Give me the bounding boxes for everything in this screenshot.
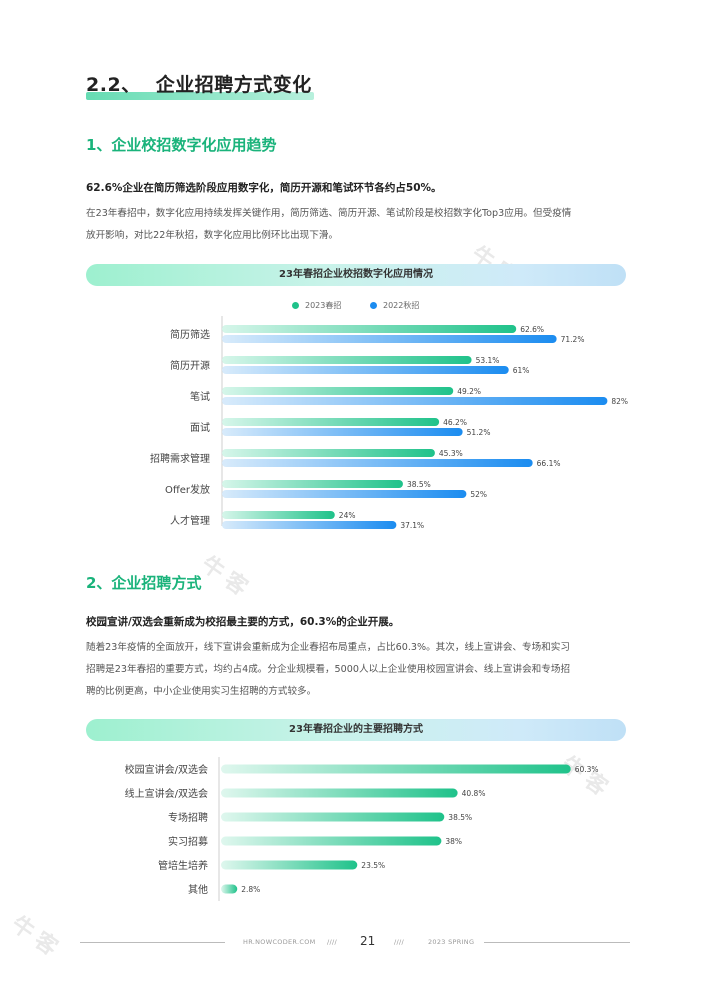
footer-season: 2023 SPRING [428,938,475,946]
section-title-text: 企业招聘方式变化 [155,74,312,96]
section-title: 2.2、 企业招聘方式变化 [86,70,312,97]
bar [222,335,557,343]
data-label: 2.8% [241,885,260,894]
footer-separator: //// [394,938,404,946]
page-number: 21 [360,934,376,948]
data-label: 51.2% [467,428,491,437]
bar [222,387,454,395]
bar [222,459,533,467]
data-label: 61% [513,366,530,375]
chart-legend-1: 2023春招 2022秋招 [0,300,710,312]
category-label: Offer发放 [165,483,210,496]
category-label: 管培生培养 [158,859,208,872]
section-title-underline [86,92,314,100]
bar [222,480,403,488]
bar [222,428,463,436]
data-label: 53.1% [476,356,500,365]
bar [222,449,435,457]
paragraph-line: 招聘是23年春招的重要方式，均约占4成。分企业规模看，5000人以上企业使用校园… [86,664,571,675]
chart-recruit-methods: 校园宣讲会/双选会 60.3% 线上宣讲会/双选会 40.8% 专场招聘 38.5% 实习招… [125,757,599,901]
bar [222,397,608,405]
bar [222,325,517,333]
data-label: 46.2% [443,418,467,427]
data-label: 38.5% [407,480,431,489]
watermark: 牛客 [6,911,67,965]
data-label: 23.5% [361,861,385,870]
category-label: 笔试 [190,390,210,403]
category-label: 其他 [188,883,208,896]
paragraph-line: 随着23年疫情的全面放开，线下宣讲会重新成为企业春招布局重点，占比60.3%。其… [86,642,570,653]
bar [222,356,472,364]
data-label: 24% [339,511,356,520]
bar [222,366,509,374]
bar [222,418,440,426]
footer-divider [484,942,630,943]
bar [222,511,335,519]
data-label: 82% [611,397,628,406]
chart-title-1: 23年春招企业校招数字化应用情况 [86,264,626,286]
bar [221,764,571,774]
legend-label: 2023春招 [305,301,342,310]
paragraph-line: 聘的比例更高，中小企业使用实习生招聘的方式较多。 [86,686,317,697]
paragraph-line: 在23年春招中，数字化应用持续发挥关键作用，简历筛选、简历开源、笔试阶段是校招数… [86,208,572,219]
data-label: 37.1% [400,521,424,530]
category-label: 招聘需求管理 [150,452,210,465]
bar [221,812,445,822]
subsection-lead-1: 62.6%企业在简历筛选阶段应用数字化，简历开源和笔试环节各约占50%。 [86,182,442,194]
subsection-paragraph-1: 在23年春招中，数字化应用持续发挥关键作用，简历筛选、简历开源、笔试阶段是校招数… [86,203,631,247]
chart-title-2: 23年春招企业的主要招聘方式 [86,719,626,741]
data-label: 40.8% [462,789,486,798]
data-label: 45.3% [439,449,463,458]
subsection-lead-2: 校园宣讲/双选会重新成为校招最主要的方式，60.3%的企业开展。 [86,616,400,628]
data-label: 66.1% [537,459,561,468]
bar [221,788,458,798]
data-label: 71.2% [561,335,585,344]
category-label: 人才管理 [170,514,210,527]
chart-digital-application: 简历筛选 62.6% 71.2% 简历开源 53.1% 61% 笔试 49.2% 82% 面试 46… [150,316,628,530]
category-label: 面试 [190,421,210,434]
data-label: 49.2% [457,387,481,396]
data-label: 60.3% [575,765,599,774]
subsection-heading-2: 2、企业招聘方式 [86,574,202,592]
category-label: 校园宣讲会/双选会 [125,763,208,776]
legend-item: 2022秋招 [370,300,419,311]
bar [221,860,358,870]
category-label: 线上宣讲会/双选会 [125,787,208,800]
legend-item: 2023春招 [292,300,341,311]
subsection-paragraph-2: 随着23年疫情的全面放开，线下宣讲会重新成为企业春招布局重点，占比60.3%。其… [86,637,631,703]
paragraph-line: 放开影响，对比22年秋招，数字化应用比例环比出现下滑。 [86,230,339,241]
bar [221,884,238,894]
section-number: 2.2、 [86,74,141,96]
category-label: 专场招聘 [168,811,208,824]
footer-separator: //// [327,938,337,946]
subsection-heading-1: 1、企业校招数字化应用趋势 [86,136,277,154]
category-label: 实习招募 [168,835,208,848]
data-label: 38.5% [448,813,472,822]
category-label: 简历筛选 [170,328,210,341]
data-label: 52% [470,490,487,499]
bar [222,490,467,498]
data-label: 38% [445,837,462,846]
legend-label: 2022秋招 [383,301,420,310]
watermark: 牛客 [196,551,257,605]
footer-divider [80,942,225,943]
category-label: 简历开源 [170,359,210,372]
legend-dot [370,302,377,309]
data-label: 62.6% [520,325,544,334]
legend-dot [292,302,299,309]
bar [222,521,397,529]
footer-site: HR.NOWCODER.COM [243,938,316,946]
bar [221,836,442,846]
